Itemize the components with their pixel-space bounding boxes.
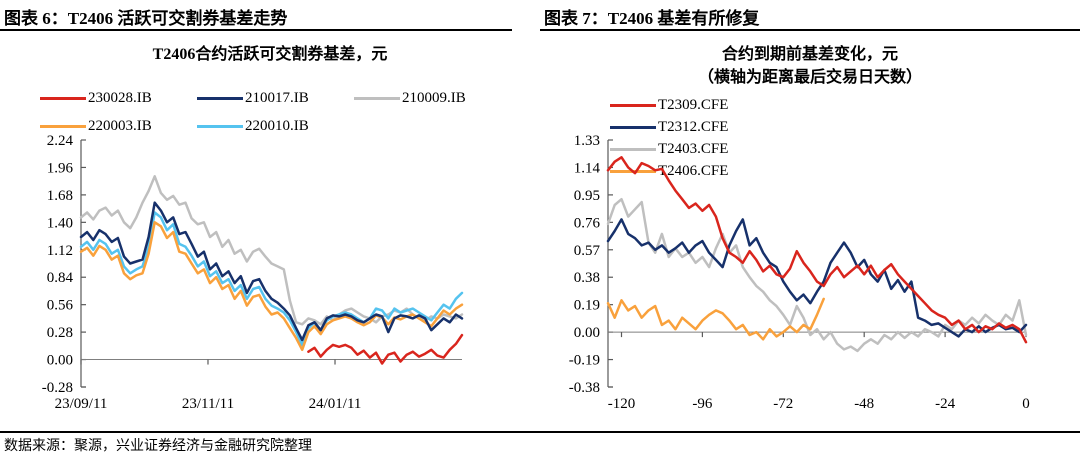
footer-rule	[0, 431, 1080, 433]
chart-7-legend: T2309.CFE T2312.CFE T2403.CFE T2406.CFE	[610, 94, 1070, 182]
legend-swatch	[354, 96, 400, 100]
x-tick-label: -120	[608, 396, 636, 412]
y-tick-label: 0.00	[47, 353, 73, 369]
legend-item-210017.IB: 210017.IB	[197, 84, 354, 112]
series-line-210017.IB	[79, 201, 464, 342]
x-tick-label: 0	[1022, 396, 1030, 412]
y-tick-label: 0.00	[574, 325, 600, 341]
y-tick-label: 0.19	[574, 298, 600, 314]
legend-label: 210009.IB	[402, 89, 466, 106]
legend-swatch	[40, 96, 86, 100]
y-tick-label: 0.57	[574, 243, 601, 259]
y-tick-label: 0.84	[47, 270, 74, 286]
y-tick-label: 1.12	[47, 243, 73, 259]
y-tick-label: 1.14	[574, 160, 601, 176]
x-tick-label: -48	[854, 396, 874, 412]
y-tick-label: 1.68	[47, 188, 73, 204]
legend-label: T2312.CFE	[658, 118, 729, 135]
figure-7: 图表 7：T2406 基差有所修复 合约到期前基差变化，元 （横轴为距离最后交易…	[540, 0, 1080, 430]
figure-6: 图表 6：T2406 活跃可交割券基差走势 T2406合约活跃可交割券基差，元 …	[0, 0, 540, 430]
chart-6-plot: 2.24 1.96 1.68 1.40 1.12 0.84 0.56 0.28 0.00 -0.2…	[42, 133, 464, 412]
legend-item-230028.IB: 230028.IB	[40, 84, 197, 112]
legend-item-T2312.CFE: T2312.CFE	[610, 116, 888, 138]
legend-item-220010.IB: 220010.IB	[197, 112, 354, 140]
y-tick-label: -0.38	[569, 380, 600, 396]
legend-swatch	[610, 103, 656, 107]
y-tick-label: 0.28	[47, 325, 73, 341]
y-tick-label: 0.95	[574, 188, 600, 204]
y-tick-label: 1.96	[47, 160, 74, 176]
legend-swatch	[40, 124, 86, 128]
y-tick-label: 0.76	[574, 215, 601, 231]
series-line-220010.IB	[79, 211, 464, 347]
legend-label: 210017.IB	[245, 89, 309, 106]
series-line-210009.IB	[79, 175, 464, 326]
legend-label: 230028.IB	[88, 89, 152, 106]
y-tick-label: -0.28	[42, 380, 73, 396]
legend-label: 220003.IB	[88, 117, 152, 134]
x-tick-label: -72	[773, 396, 793, 412]
series-line-T2406.CFE	[606, 297, 825, 341]
x-tick-label: 24/01/11	[309, 396, 362, 412]
legend-item-210009.IB: 210009.IB	[354, 84, 511, 112]
chart-6-legend: 230028.IB 210017.IB 210009.IB 220003.IB 2200…	[40, 84, 530, 140]
legend-label: T2309.CFE	[658, 96, 729, 113]
y-tick-label: -0.19	[569, 353, 600, 369]
x-tick-label: -24	[935, 396, 955, 412]
y-tick-label: 2.24	[47, 133, 74, 149]
series-line-220003.IB	[79, 221, 464, 352]
y-tick-label: 0.56	[47, 298, 74, 314]
figure-6-header: 图表 6：T2406 活跃可交割券基差走势	[4, 9, 288, 28]
chart-7-title: 合约到期前基差变化，元	[721, 46, 898, 63]
legend-label: T2403.CFE	[658, 140, 729, 157]
figure-6-header-rule	[0, 29, 512, 31]
y-tick-label: 0.38	[574, 270, 600, 286]
data-source-note: 数据来源：聚源，兴业证券经济与金融研究院整理	[4, 439, 312, 454]
series-line-T2312.CFE	[606, 218, 1028, 338]
legend-swatch	[610, 147, 656, 151]
legend-label: T2406.CFE	[658, 162, 729, 179]
y-tick-label: 1.33	[574, 133, 600, 149]
legend-swatch	[197, 96, 243, 100]
legend-label: 220010.IB	[245, 117, 309, 134]
figure-7-header-rule	[540, 29, 1080, 31]
chart-7-subtitle: （横轴为距离最后交易日天数）	[697, 69, 922, 86]
legend-item-220003.IB: 220003.IB	[40, 112, 197, 140]
series-line-T2309.CFE	[606, 156, 1028, 344]
legend-swatch	[197, 124, 243, 128]
y-tick-label: 1.40	[47, 215, 73, 231]
x-tick-label: 23/11/11	[182, 396, 234, 412]
x-tick-label: 23/09/11	[55, 396, 108, 412]
series-line-230028.IB	[307, 333, 464, 365]
legend-swatch	[610, 125, 656, 129]
legend-item-T2309.CFE: T2309.CFE	[610, 94, 888, 116]
figure-7-header: 图表 7：T2406 基差有所修复	[544, 9, 760, 28]
legend-item-T2403.CFE: T2403.CFE	[610, 138, 888, 160]
chart-6-title: T2406合约活跃可交割券基差，元	[152, 46, 388, 63]
x-tick-label: -96	[692, 396, 712, 412]
chart-7-plot: 1.33 1.14 0.95 0.76 0.57 0.38 0.19 0.00 -0.19 -0.…	[569, 133, 1030, 412]
